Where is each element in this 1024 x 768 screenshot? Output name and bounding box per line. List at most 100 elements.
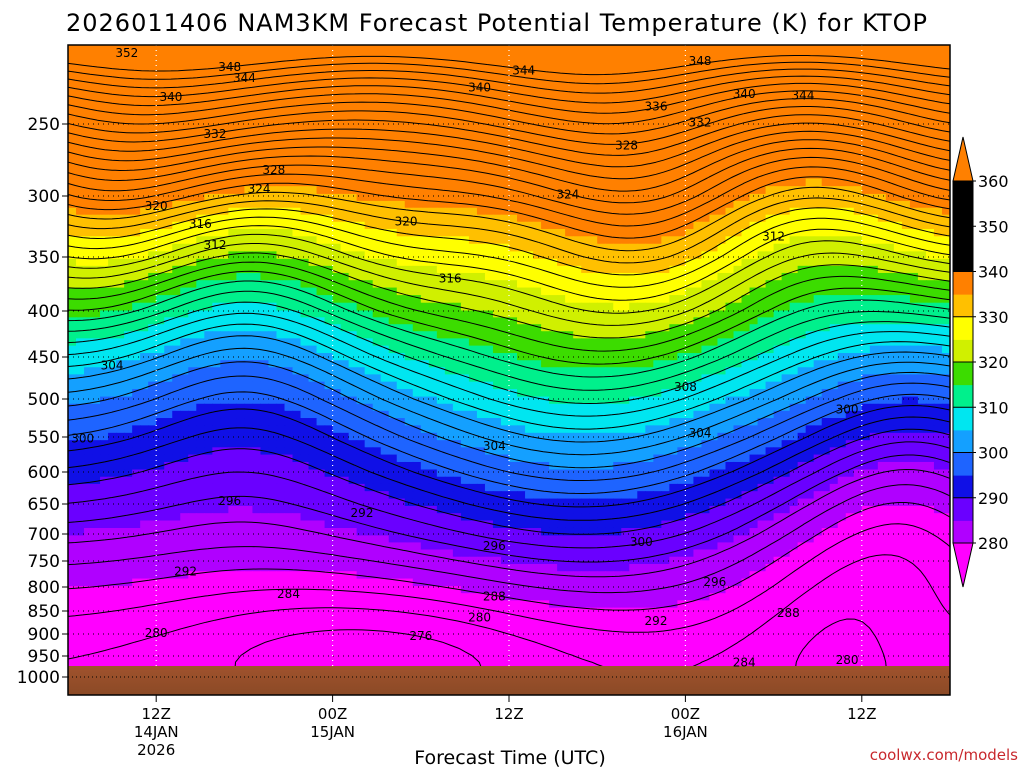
contour-fill-cell	[172, 94, 181, 102]
contour-fill-cell	[244, 258, 254, 267]
contour-fill-cell	[821, 331, 831, 339]
contour-fill-cell	[476, 310, 486, 318]
contour-fill-cell	[509, 302, 518, 312]
contour-fill-cell	[436, 56, 446, 64]
contour-fill-cell	[388, 149, 398, 158]
contour-fill-cell	[581, 317, 590, 325]
contour-fill-cell	[565, 56, 574, 64]
contour-fill-cell	[757, 156, 767, 165]
contour-fill-cell	[356, 360, 366, 368]
contour-fill-cell	[637, 345, 646, 354]
contour-fill-cell	[669, 310, 678, 318]
contour-fill-cell	[324, 258, 334, 267]
contour-fill-cell	[693, 243, 703, 252]
contour-fill-cell	[204, 265, 213, 274]
contour-fill-cell	[741, 265, 751, 274]
contour-fill-cell	[621, 265, 630, 274]
contour-fill-cell	[484, 243, 494, 252]
contour-fill-cell	[765, 163, 775, 172]
contour-fill-cell	[573, 128, 582, 137]
contour-fill-cell	[749, 68, 759, 76]
contour-fill-cell	[685, 135, 695, 144]
contour-fill-cell	[533, 186, 542, 195]
contour-fill-cell	[164, 360, 173, 368]
contour-fill-cell	[789, 317, 799, 325]
contour-fill-cell	[100, 310, 109, 318]
contour-fill-cell	[757, 56, 767, 64]
contour-fill-cell	[725, 302, 735, 312]
contour-fill-cell	[492, 128, 502, 137]
contour-fill-cell	[589, 101, 598, 109]
contour-fill-cell	[573, 75, 582, 83]
contour-fill-cell	[693, 214, 703, 223]
contour-fill-cell	[533, 50, 542, 58]
contour-fill-cell	[452, 171, 462, 180]
contour-fill-cell	[909, 149, 919, 158]
contour-fill-cell	[605, 135, 614, 144]
contour-fill-cell	[348, 200, 358, 209]
contour-fill-cell	[228, 68, 237, 76]
contour-fill-cell	[420, 156, 430, 165]
contour-fill-cell	[605, 265, 614, 274]
contour-fill-cell	[773, 142, 783, 151]
contour-fill-cell	[396, 353, 406, 361]
contour-fill-cell	[260, 324, 270, 332]
contour-fill-cell	[741, 101, 751, 109]
contour-fill-cell	[581, 186, 590, 195]
contour-fill-cell	[941, 214, 950, 223]
contour-fill-cell	[380, 353, 390, 361]
contour-fill-cell	[757, 214, 767, 223]
contour-fill-cell	[685, 94, 695, 102]
contour-fill-cell	[581, 115, 590, 123]
contour-fill-cell	[941, 115, 950, 123]
contour-fill-cell	[468, 135, 478, 144]
contour-fill-cell	[244, 178, 254, 187]
contour-fill-cell	[196, 345, 205, 354]
contour-fill-cell	[589, 317, 598, 325]
contour-fill-cell	[284, 236, 294, 245]
contour-fill-cell	[452, 50, 462, 58]
contour-fill-cell	[316, 207, 326, 216]
contour-fill-cell	[653, 163, 662, 172]
contour-fill-cell	[212, 287, 221, 296]
contour-fill-cell	[452, 68, 462, 76]
contour-fill-cell	[196, 68, 205, 76]
contour-fill-cell	[781, 272, 791, 281]
contour-fill-cell	[693, 101, 703, 109]
contour-fill-cell	[84, 135, 93, 144]
contour-fill-cell	[348, 310, 358, 318]
contour-fill-cell	[452, 142, 462, 151]
contour-fill-cell	[717, 324, 727, 332]
contour-fill-cell	[316, 178, 326, 187]
contour-fill-cell	[132, 228, 141, 237]
contour-fill-cell	[525, 272, 534, 281]
contour-fill-cell	[476, 317, 486, 325]
contour-fill-cell	[188, 142, 197, 151]
contour-fill-cell	[180, 295, 189, 304]
contour-fill-cell	[885, 163, 895, 172]
contour-fill-cell	[84, 280, 93, 289]
contour-fill-cell	[100, 94, 109, 102]
contour-fill-cell	[693, 324, 703, 332]
contour-fill-cell	[573, 171, 582, 180]
contour-fill-cell	[260, 302, 270, 312]
contour-fill-cell	[917, 135, 927, 144]
contour-fill-cell	[789, 310, 799, 318]
contour-fill-cell	[837, 251, 847, 260]
contour-fill-cell	[581, 251, 590, 260]
contour-fill-cell	[685, 108, 695, 116]
contour-fill-cell	[260, 287, 270, 296]
contour-fill-cell	[284, 45, 294, 52]
contour-fill-cell	[492, 207, 502, 216]
contour-fill-cell	[741, 338, 751, 347]
contour-fill-cell	[885, 317, 895, 325]
contour-fill-cell	[316, 115, 326, 123]
contour-fill-cell	[877, 142, 887, 151]
contour-fill-cell	[533, 295, 542, 304]
contour-fill-cell	[829, 265, 839, 274]
contour-fill-cell	[220, 81, 229, 89]
contour-fill-cell	[476, 50, 486, 58]
contour-fill-cell	[380, 62, 390, 70]
contour-fill-cell	[236, 128, 245, 137]
contour-fill-cell	[116, 228, 125, 237]
